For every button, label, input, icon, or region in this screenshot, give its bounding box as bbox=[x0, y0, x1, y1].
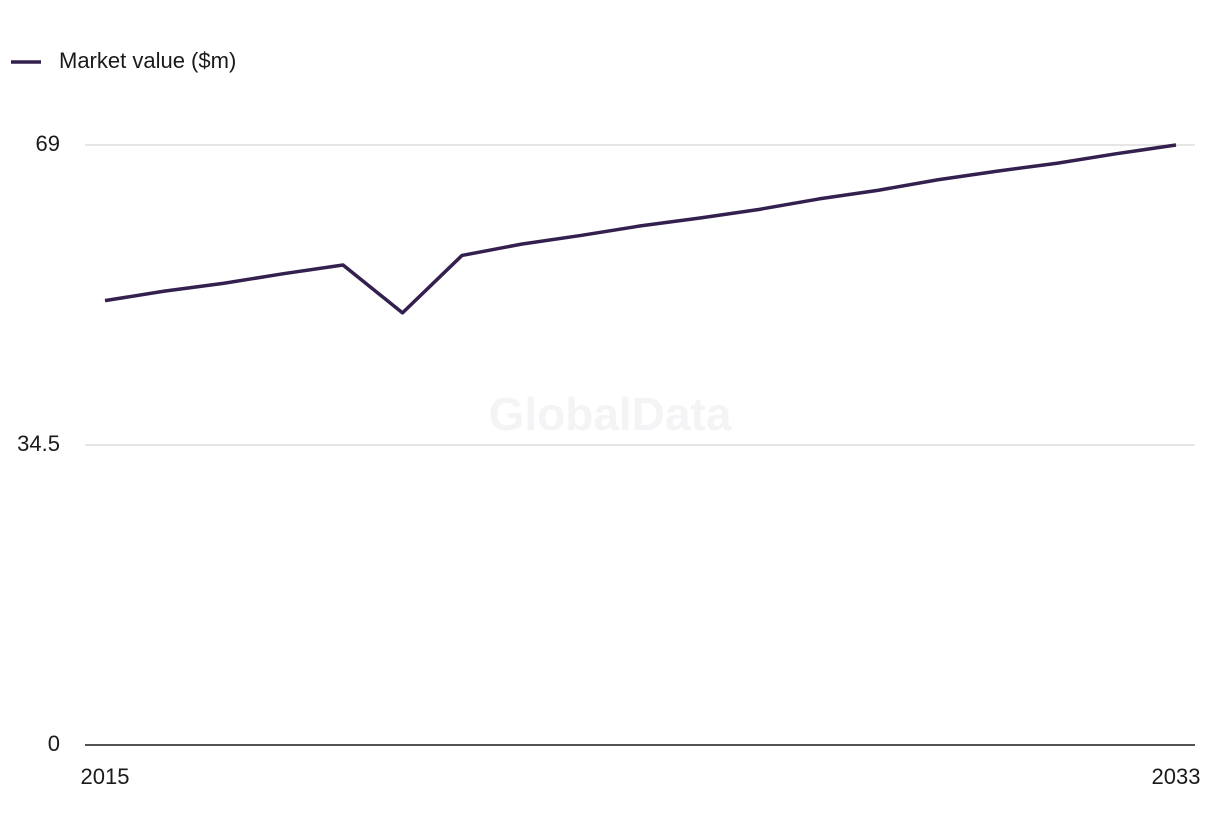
x-tick-label: 2015 bbox=[81, 764, 130, 789]
legend-label: Market value ($m) bbox=[59, 48, 236, 73]
data-line bbox=[104, 143, 1177, 315]
watermark: GlobalData bbox=[489, 388, 732, 440]
x-tick-label: 2033 bbox=[1152, 764, 1201, 789]
y-tick-label: 69 bbox=[36, 131, 60, 156]
y-tick-label: 0 bbox=[48, 731, 60, 756]
y-tick-label: 34.5 bbox=[17, 431, 60, 456]
